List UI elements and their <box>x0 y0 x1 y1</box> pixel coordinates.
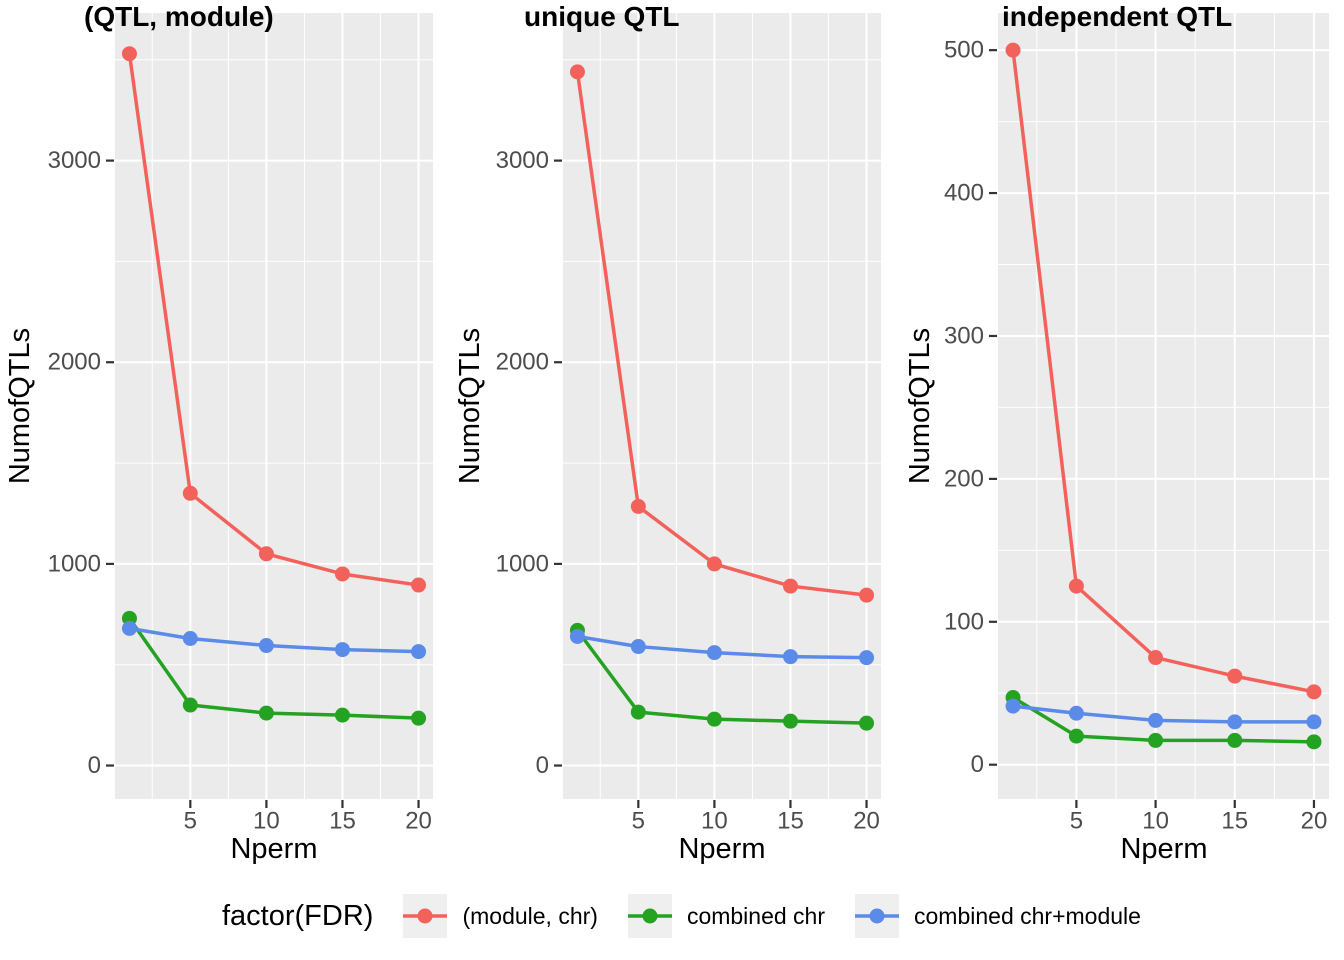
data-point-red <box>411 577 427 593</box>
y-tick-label: 3000 <box>48 147 101 174</box>
data-point-green <box>258 705 274 721</box>
data-point-blue <box>1148 712 1164 728</box>
data-point-red <box>1148 650 1164 666</box>
legend-label-module-chr: (module, chr) <box>462 902 598 929</box>
legend-key-green <box>627 894 672 938</box>
data-point-red <box>1068 578 1084 594</box>
data-point-blue <box>706 645 722 661</box>
data-point-red <box>334 566 350 582</box>
panel-title-qtl-module: (QTL, module) <box>84 1 274 32</box>
data-point-blue <box>859 650 875 666</box>
x-tick-label: 5 <box>632 808 645 835</box>
y-axis-title-panel3: NumofQTLs <box>904 327 936 485</box>
legend-title: factor(FDR) <box>222 899 374 932</box>
y-tick-label: 3000 <box>496 147 549 174</box>
data-point-blue <box>258 638 274 654</box>
data-point-red <box>782 578 798 594</box>
x-tick-label: 20 <box>853 808 880 835</box>
data-point-green <box>1148 732 1164 748</box>
y-tick-label: 2000 <box>496 349 549 376</box>
x-tick-label: 20 <box>1301 808 1328 835</box>
data-point-red <box>1306 684 1322 700</box>
data-point-red <box>182 485 198 501</box>
legend-point-blue <box>869 908 885 924</box>
legend-item-combined-chr: combined chr <box>627 894 826 938</box>
y-tick-label: 0 <box>88 752 101 779</box>
y-tick-label: 400 <box>944 180 984 207</box>
data-point-blue <box>1068 705 1084 721</box>
panel-background <box>998 13 1329 799</box>
data-point-blue <box>411 644 427 660</box>
x-tick-label: 10 <box>253 808 280 835</box>
data-point-green <box>1306 734 1322 750</box>
y-tick-label: 500 <box>944 37 984 64</box>
legend-glyph-green <box>627 908 672 924</box>
legend-label-combined-chr: combined chr <box>686 902 826 929</box>
x-axis-title-panel2: Nperm <box>678 833 766 865</box>
y-tick-label: 2000 <box>48 349 101 376</box>
data-point-red <box>1227 668 1243 684</box>
x-tick-label: 10 <box>1142 808 1169 835</box>
x-tick-label: 10 <box>701 808 728 835</box>
legend-key-blue <box>855 894 900 938</box>
panel-background <box>563 13 881 799</box>
panel-title-unique-qtl: unique QTL <box>524 1 680 32</box>
x-tick-label: 15 <box>1221 808 1248 835</box>
data-point-green <box>411 710 427 726</box>
data-point-red <box>630 498 646 514</box>
y-tick-label: 100 <box>944 608 984 635</box>
data-point-blue <box>569 628 585 644</box>
data-point-blue <box>121 620 137 636</box>
y-tick-label: 200 <box>944 465 984 492</box>
data-point-blue <box>1306 714 1322 730</box>
legend: factor(FDR) (module, chr) combined chr <box>222 892 1141 940</box>
x-tick-label: 5 <box>1070 808 1083 835</box>
data-point-blue <box>1005 698 1021 714</box>
y-tick-label: 1000 <box>496 550 549 577</box>
data-point-red <box>569 64 585 80</box>
y-tick-label: 300 <box>944 322 984 349</box>
data-point-blue <box>1227 714 1243 730</box>
x-axis-title-panel1: Nperm <box>230 833 318 865</box>
legend-point-red <box>417 908 433 924</box>
data-point-green <box>1227 732 1243 748</box>
legend-glyph-blue <box>855 908 900 924</box>
data-point-green <box>182 697 198 713</box>
data-point-blue <box>334 642 350 658</box>
x-axis-title-panel3: Nperm <box>1120 833 1208 865</box>
y-tick-label: 1000 <box>48 550 101 577</box>
x-tick-label: 15 <box>329 808 356 835</box>
x-tick-label: 20 <box>405 808 432 835</box>
y-axis-title-panel1: NumofQTLs <box>4 327 36 485</box>
data-point-green <box>706 711 722 727</box>
legend-item-module-chr: (module, chr) <box>403 894 598 938</box>
data-point-red <box>859 587 875 603</box>
legend-point-green <box>642 908 658 924</box>
data-point-green <box>334 707 350 723</box>
legend-key-red <box>403 894 448 938</box>
data-point-blue <box>182 630 198 646</box>
data-point-green <box>859 715 875 731</box>
y-tick-label: 0 <box>536 752 549 779</box>
data-point-red <box>258 546 274 562</box>
x-tick-label: 5 <box>184 808 197 835</box>
data-point-red <box>706 556 722 572</box>
y-tick-label: 0 <box>971 751 984 778</box>
legend-item-combined-chr-module: combined chr+module <box>855 894 1141 938</box>
data-point-blue <box>630 639 646 655</box>
data-point-red <box>1005 42 1021 58</box>
y-axis-title-panel2: NumofQTLs <box>454 327 486 485</box>
data-point-blue <box>782 649 798 665</box>
data-point-green <box>782 713 798 729</box>
data-point-red <box>121 46 137 62</box>
panel-title-independent-qtl: independent QTL <box>1002 1 1233 32</box>
data-point-green <box>630 704 646 720</box>
panel-background <box>115 13 433 799</box>
x-tick-label: 15 <box>777 808 804 835</box>
legend-label-combined-chr-module: combined chr+module <box>914 902 1141 929</box>
legend-glyph-red <box>403 908 448 924</box>
data-point-green <box>1068 728 1084 744</box>
